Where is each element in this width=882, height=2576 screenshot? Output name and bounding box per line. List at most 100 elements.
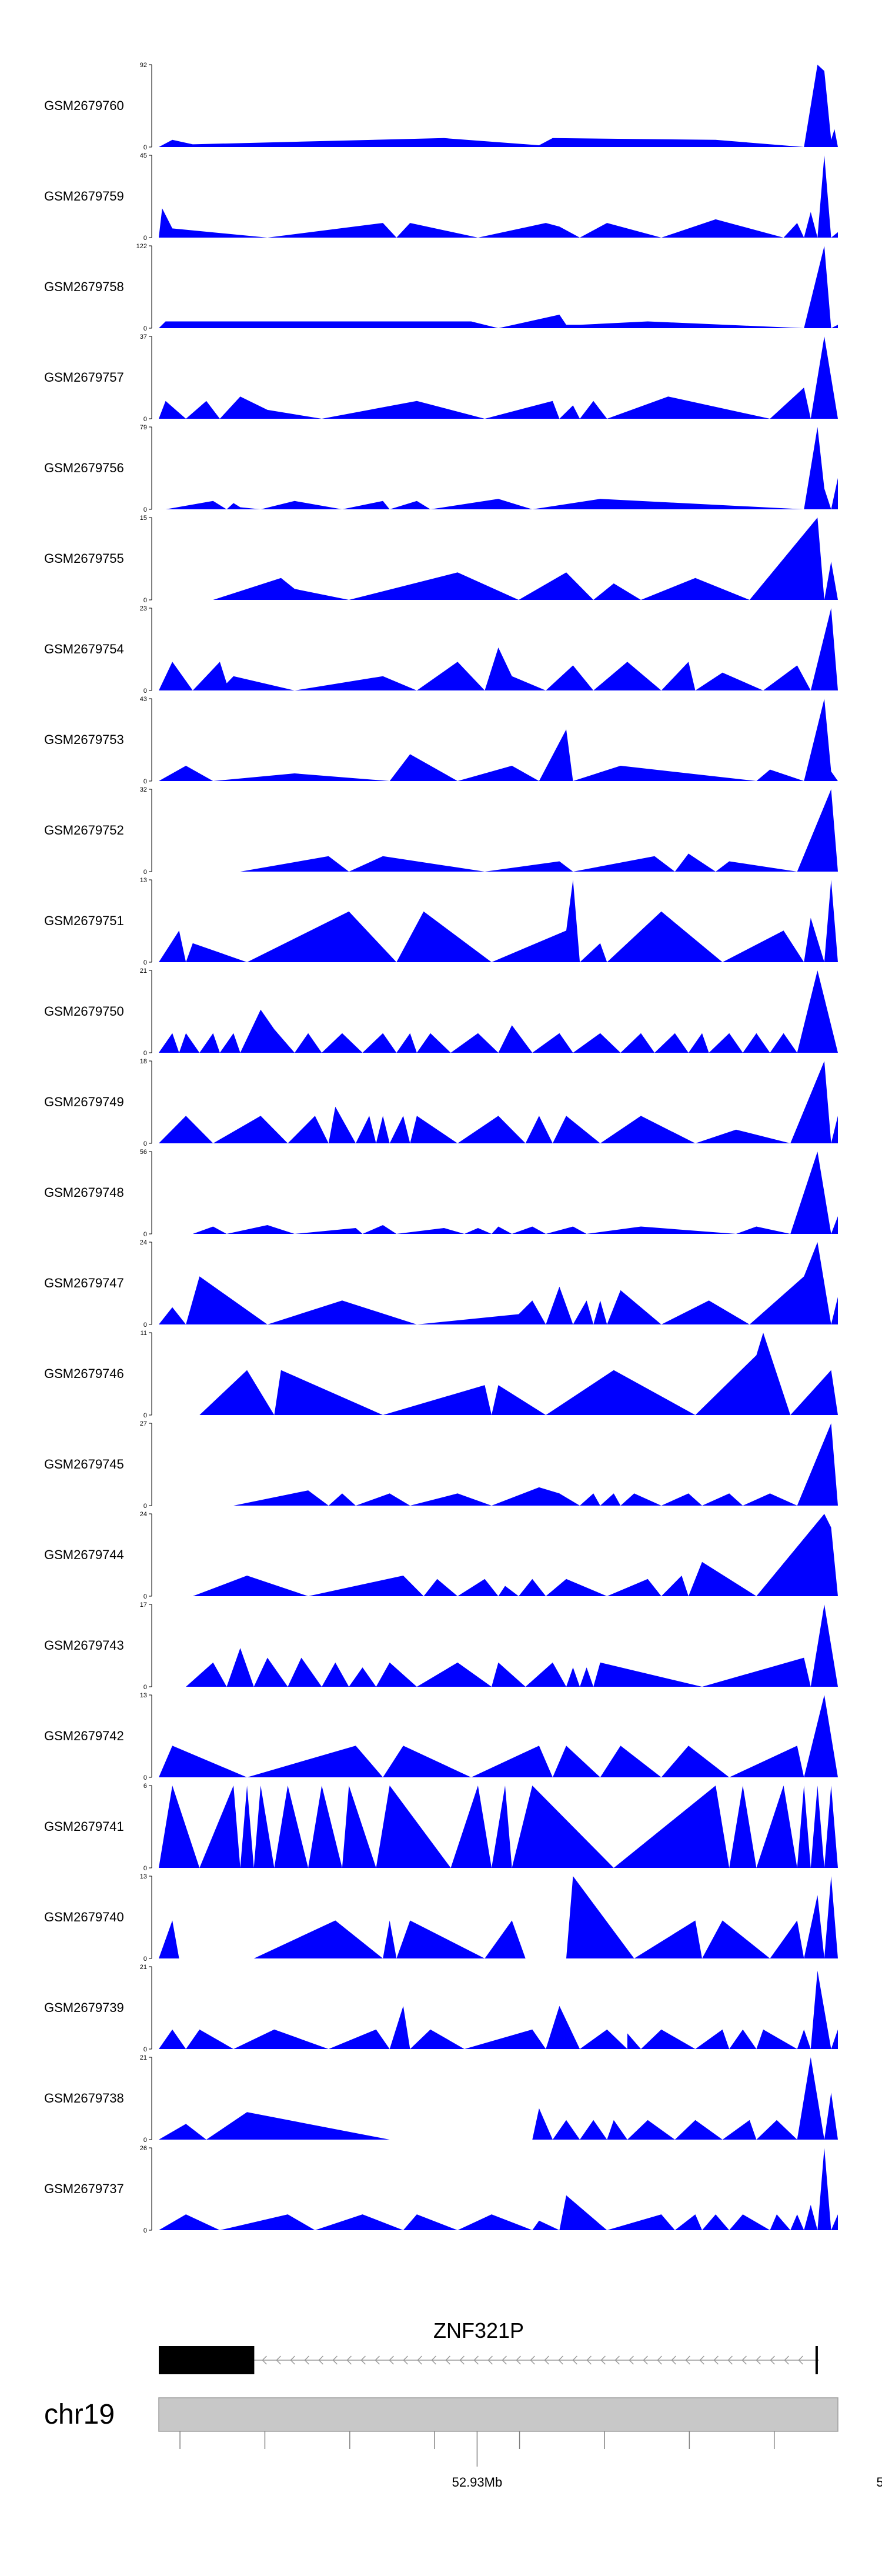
gene-exon [159, 2346, 255, 2374]
y-zero-label: 0 [143, 1956, 147, 1963]
axis-ticks: 52.93Mb 52.94Mb [179, 2431, 882, 2490]
y-max-label: 24 [140, 1239, 147, 1246]
coverage-area [159, 608, 838, 690]
coverage-area [159, 1970, 838, 2049]
track-name: GSM2679751 [44, 913, 124, 928]
y-max-label: 45 [140, 152, 147, 159]
strand-arrow [770, 2355, 775, 2365]
track: GSM2679753 43 0 [44, 696, 838, 785]
track: GSM2679748 56 0 [44, 1149, 838, 1238]
track-name: GSM2679746 [44, 1366, 124, 1381]
y-max-label: 15 [140, 515, 147, 522]
strand-arrow [403, 2355, 408, 2365]
y-max-label: 11 [141, 1330, 147, 1337]
y-max-label: 13 [140, 1873, 147, 1880]
genome-axis-panel: chr19 52.93Mb 52.94Mb [44, 2397, 882, 2490]
strand-arrow [360, 2355, 366, 2365]
strand-arrow [276, 2355, 281, 2365]
track: GSM2679756 79 0 [44, 424, 838, 513]
strand-arrow [741, 2355, 747, 2365]
strand-arrow [713, 2355, 719, 2365]
y-zero-label: 0 [143, 1503, 147, 1510]
y-max-label: 6 [143, 1783, 147, 1790]
track-name: GSM2679747 [44, 1276, 124, 1290]
y-zero-label: 0 [143, 1412, 147, 1419]
strand-arrow [262, 2355, 267, 2365]
track: GSM2679747 24 0 [44, 1239, 838, 1329]
y-zero-label: 0 [143, 869, 147, 876]
y-zero-label: 0 [143, 144, 147, 151]
strand-arrow [487, 2355, 493, 2365]
track-name: GSM2679749 [44, 1095, 124, 1109]
y-zero-label: 0 [143, 1684, 147, 1691]
y-zero-label: 0 [143, 1140, 147, 1147]
gene-label: ZNF321P [433, 2318, 524, 2343]
y-zero-label: 0 [143, 325, 147, 332]
chromosome-label: chr19 [44, 2399, 115, 2430]
track: GSM2679745 27 0 [44, 1420, 838, 1510]
coverage-area [159, 427, 838, 509]
y-max-label: 79 [140, 424, 147, 431]
y-zero-label: 0 [143, 959, 147, 966]
coverage-area [159, 2148, 838, 2230]
y-zero-label: 0 [143, 2046, 147, 2053]
strand-arrow [431, 2355, 436, 2365]
y-zero-label: 0 [143, 778, 147, 785]
track: GSM2679739 21 0 [44, 1964, 838, 2053]
track-name: GSM2679755 [44, 551, 124, 566]
y-max-label: 18 [140, 1058, 147, 1065]
strand-arrow [389, 2355, 394, 2365]
coverage-area [159, 336, 838, 419]
coverage-area [159, 1876, 838, 1958]
track: GSM2679737 26 0 [44, 2145, 838, 2234]
coverage-area [159, 155, 838, 238]
track-name: GSM2679760 [44, 98, 124, 113]
track: GSM2679758 122 0 [44, 243, 838, 332]
y-max-label: 17 [140, 1601, 147, 1609]
track: GSM2679742 13 0 [44, 1692, 838, 1781]
tick-label: 52.93Mb [452, 2475, 503, 2490]
track-name: GSM2679758 [44, 279, 124, 294]
y-zero-label: 0 [143, 688, 147, 695]
y-zero-label: 0 [143, 1322, 147, 1329]
track-name: GSM2679756 [44, 461, 124, 475]
track: GSM2679738 21 0 [44, 2054, 838, 2144]
strand-arrow [417, 2355, 422, 2365]
strand-arrow [304, 2355, 309, 2365]
track: GSM2679743 17 0 [44, 1601, 838, 1691]
y-zero-label: 0 [143, 597, 147, 604]
track-name: GSM2679738 [44, 2091, 124, 2105]
track: GSM2679750 21 0 [44, 967, 838, 1057]
strand-arrow [671, 2355, 676, 2365]
y-max-label: 37 [140, 333, 147, 341]
track-name: GSM2679741 [44, 1819, 124, 1834]
y-zero-label: 0 [143, 235, 147, 242]
strand-arrow [600, 2355, 606, 2365]
track-name: GSM2679752 [44, 823, 124, 837]
track-name: GSM2679754 [44, 642, 124, 656]
coverage-area [192, 1514, 838, 1596]
coverage-area [159, 2057, 838, 2140]
y-zero-label: 0 [143, 2227, 147, 2234]
strand-arrow [558, 2355, 563, 2365]
y-zero-label: 0 [143, 506, 147, 513]
strand-arrow [318, 2355, 323, 2365]
strand-arrow [445, 2355, 450, 2365]
track: GSM2679751 13 0 [44, 877, 838, 966]
y-max-label: 56 [140, 1149, 147, 1156]
y-max-label: 13 [140, 1692, 147, 1699]
strand-arrow [530, 2355, 535, 2365]
coverage-area [192, 1152, 838, 1234]
strand-arrow [657, 2355, 662, 2365]
y-max-label: 26 [140, 2145, 147, 2152]
strand-arrow [727, 2355, 733, 2365]
track-name: GSM2679739 [44, 2000, 124, 2015]
coverage-area [159, 1242, 838, 1324]
track-name: GSM2679750 [44, 1004, 124, 1019]
strand-arrow [685, 2355, 690, 2365]
strand-arrow [459, 2355, 465, 2365]
y-max-label: 27 [140, 1420, 147, 1427]
strand-arrow [502, 2355, 507, 2365]
strand-arrow [346, 2355, 352, 2365]
